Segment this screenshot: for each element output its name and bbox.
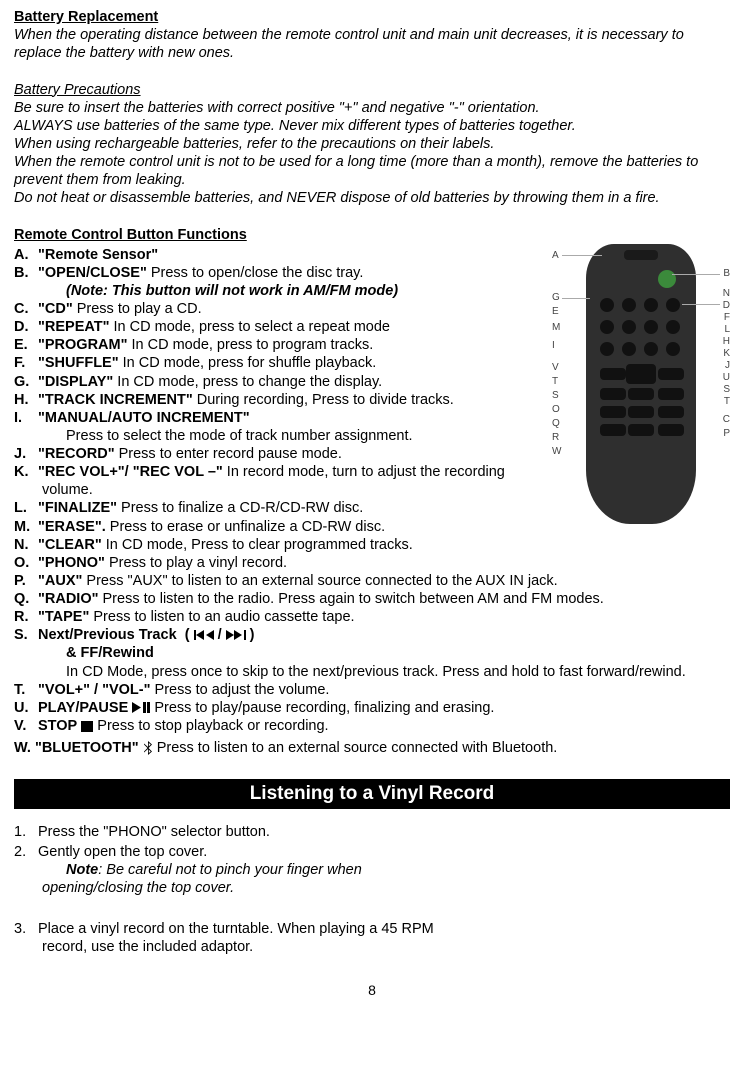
next-track-icon [226, 630, 246, 640]
callout-letter: S [552, 390, 559, 403]
list-item: 3.Place a vinyl record on the turntable.… [14, 920, 434, 956]
list-item: T."VOL+" / "VOL-" Press to adjust the vo… [14, 681, 730, 699]
precaution-line: Do not heat or disassemble batteries, an… [14, 189, 730, 207]
vinyl-section-heading: Listening to a Vinyl Record [14, 779, 730, 809]
battery-precautions-heading: Battery Precautions [14, 81, 730, 99]
lead-line [562, 255, 602, 256]
remote-btn-icon [666, 342, 680, 356]
callout-letter: M [552, 322, 560, 335]
remote-functions-heading: Remote Control Button Functions [14, 226, 730, 244]
list-item: U.PLAY/PAUSE Press to play/pause recordi… [14, 699, 730, 717]
lead-line [562, 298, 590, 299]
remote-btn-icon [600, 388, 626, 400]
remote-btn-icon [600, 298, 614, 312]
list-item: 1.Press the "PHONO" selector button. [14, 823, 434, 841]
remote-btn-icon [644, 342, 658, 356]
precaution-line: ALWAYS use batteries of the same type. N… [14, 117, 730, 135]
callout-letter: T [552, 376, 558, 389]
remote-btn-icon [658, 406, 684, 418]
callout-letter: F [724, 312, 730, 325]
callout-letter: V [552, 362, 559, 375]
remote-btn-icon [658, 388, 684, 400]
list-item: R."TAPE" Press to listen to an audio cas… [14, 608, 730, 626]
callout-letter: S [723, 384, 730, 397]
list-item: O."PHONO" Press to play a vinyl record. [14, 554, 730, 572]
callout-letter: L [724, 324, 730, 337]
remote-btn-icon [628, 388, 654, 400]
list-item: V.STOP Press to stop playback or recordi… [14, 717, 730, 735]
remote-btn-icon [658, 424, 684, 436]
callout-letter: K [723, 348, 730, 361]
vinyl-steps-list-2: 3.Place a vinyl record on the turntable.… [14, 920, 434, 956]
callout-letter: P [723, 428, 730, 441]
list-item: 2.Gently open the top cover. Note: Be ca… [14, 843, 434, 897]
remote-figure: A G E M I V T S O Q R W B N D F L H K J … [552, 244, 730, 534]
callout-letter: N [723, 288, 730, 301]
remote-play-icon [626, 364, 656, 384]
remote-btn-icon [666, 320, 680, 334]
remote-btn-icon [628, 406, 654, 418]
battery-replacement-heading: Battery Replacement [14, 8, 730, 26]
remote-btn-icon [622, 320, 636, 334]
battery-replacement-section: Battery Replacement When the operating d… [14, 8, 730, 62]
callout-letter: O [552, 404, 560, 417]
lead-line [672, 274, 720, 275]
stop-icon [81, 721, 93, 732]
remote-btn-icon [622, 342, 636, 356]
bluetooth-icon [143, 741, 153, 755]
callout-letter: B [723, 268, 730, 281]
precaution-line: When using rechargeable batteries, refer… [14, 135, 730, 153]
callout-letter: G [552, 292, 560, 305]
remote-btn-icon [622, 298, 636, 312]
open-close-button-icon [658, 270, 676, 288]
remote-sensor-icon [624, 250, 658, 260]
callout-letter: E [552, 306, 559, 319]
remote-btn-icon [666, 298, 680, 312]
prev-track-icon [194, 630, 214, 640]
remote-btn-icon [600, 342, 614, 356]
callout-letter: J [725, 360, 730, 373]
callout-letter: Q [552, 418, 560, 431]
transport-icons: ( / ) [181, 627, 255, 643]
callout-letter: C [723, 414, 730, 427]
list-item: W. "BLUETOOTH" Press to listen to an ext… [14, 739, 730, 757]
list-item: Q."RADIO" Press to listen to the radio. … [14, 590, 730, 608]
remote-btn-icon [600, 424, 626, 436]
remote-functions-section: Remote Control Button Functions [14, 226, 730, 758]
callout-letter: H [723, 336, 730, 349]
lead-line [682, 304, 720, 305]
remote-btn-icon [628, 424, 654, 436]
remote-btn-icon [644, 320, 658, 334]
play-pause-icon [132, 702, 150, 713]
callout-letter: T [724, 396, 730, 409]
remote-btn-icon [658, 368, 684, 380]
callout-letter: U [723, 372, 730, 385]
list-item: S.Next/Previous Track ( / ) & FF/Rewind … [14, 626, 730, 680]
vinyl-steps-list: 1.Press the "PHONO" selector button. 2.G… [14, 823, 434, 898]
list-item: N."CLEAR" In CD mode, Press to clear pro… [14, 536, 730, 554]
callout-letter: A [552, 250, 559, 263]
remote-btn-icon [600, 406, 626, 418]
callout-letter: R [552, 432, 559, 445]
list-item: P."AUX" Press "AUX" to listen to an exte… [14, 572, 730, 590]
precaution-line: Be sure to insert the batteries with cor… [14, 99, 730, 117]
callout-letter: D [723, 300, 730, 313]
remote-btn-icon [644, 298, 658, 312]
remote-btn-icon [600, 320, 614, 334]
remote-btn-icon [600, 368, 626, 380]
precaution-line: When the remote control unit is not to b… [14, 153, 730, 189]
callout-letter: W [552, 446, 561, 459]
remote-body [586, 244, 696, 524]
page-number: 8 [14, 982, 730, 1000]
battery-replacement-body: When the operating distance between the … [14, 26, 730, 62]
callout-letter: I [552, 340, 555, 353]
battery-precautions-section: Battery Precautions Be sure to insert th… [14, 81, 730, 208]
